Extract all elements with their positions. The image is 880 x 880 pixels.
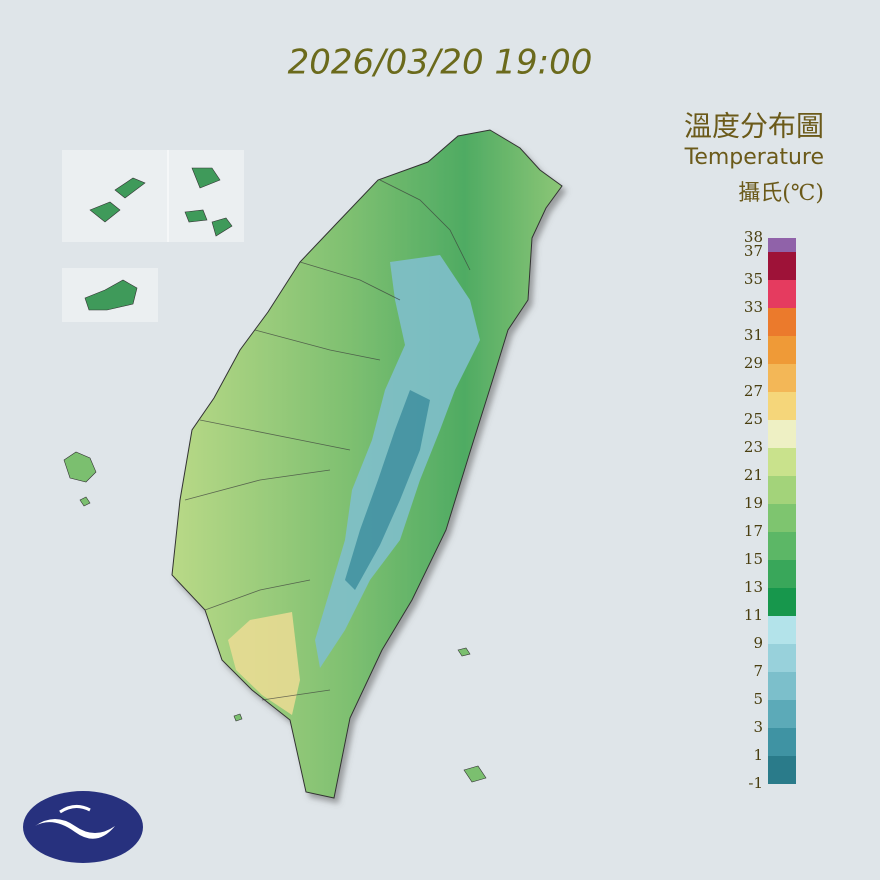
legend-swatch (768, 616, 796, 644)
legend-tick-label: -1 (748, 774, 763, 792)
legend-tick-label: 15 (744, 550, 763, 568)
legend-tick-label: 21 (744, 466, 763, 484)
legend-swatch (768, 252, 796, 280)
legend-swatch (768, 756, 796, 784)
small-islands (63, 451, 487, 783)
legend-tick-label: 31 (744, 326, 763, 344)
legend-swatch (768, 560, 796, 588)
title: 溫度分布圖 (684, 110, 824, 143)
southwest-warm (228, 612, 300, 715)
legend-swatch (768, 336, 796, 364)
mountain-core (345, 390, 430, 590)
legend-swatch (768, 448, 796, 476)
legend-tick-label: 33 (744, 298, 763, 316)
legend-tick-label: 11 (744, 606, 763, 624)
legend-tick-label: 13 (744, 578, 763, 596)
legend-swatch (768, 420, 796, 448)
legend-swatch (768, 532, 796, 560)
legend-swatch (768, 728, 796, 756)
legend-tick-label: 37 (744, 242, 763, 260)
timestamp: 2026/03/20 19:00 (288, 43, 593, 83)
legend-tick-label: 3 (753, 718, 763, 736)
legend-tick-label: 7 (753, 662, 763, 680)
legend-swatch (768, 644, 796, 672)
inset-islands (62, 150, 244, 322)
legend-tick-label: 17 (744, 522, 763, 540)
unit: 攝氏(℃) (738, 181, 824, 206)
legend-tick-label: 23 (744, 438, 763, 456)
legend-swatch (768, 280, 796, 308)
legend-swatch (768, 238, 796, 252)
legend-swatch (768, 392, 796, 420)
legend-swatch (768, 672, 796, 700)
legend-swatch (768, 504, 796, 532)
county-borders (184, 179, 471, 701)
legend-swatch (768, 308, 796, 336)
legend-swatch (768, 700, 796, 728)
legend-tick-label: 27 (744, 382, 763, 400)
logo (23, 791, 143, 863)
legend-tick-label: 1 (753, 746, 763, 764)
legend-swatch (768, 364, 796, 392)
legend-tick-label: 35 (744, 270, 763, 288)
legend-tick-label: 19 (744, 494, 763, 512)
subtitle: Temperature (684, 145, 824, 170)
legend-tick-label: 38 (744, 228, 763, 246)
legend-tick-label: 5 (753, 690, 763, 708)
legend-tick-label: 29 (744, 354, 763, 372)
legend-tick-label: 25 (744, 410, 763, 428)
legend-swatch (768, 476, 796, 504)
legend-tick-label: 9 (753, 634, 763, 652)
legend-swatch (768, 588, 796, 616)
